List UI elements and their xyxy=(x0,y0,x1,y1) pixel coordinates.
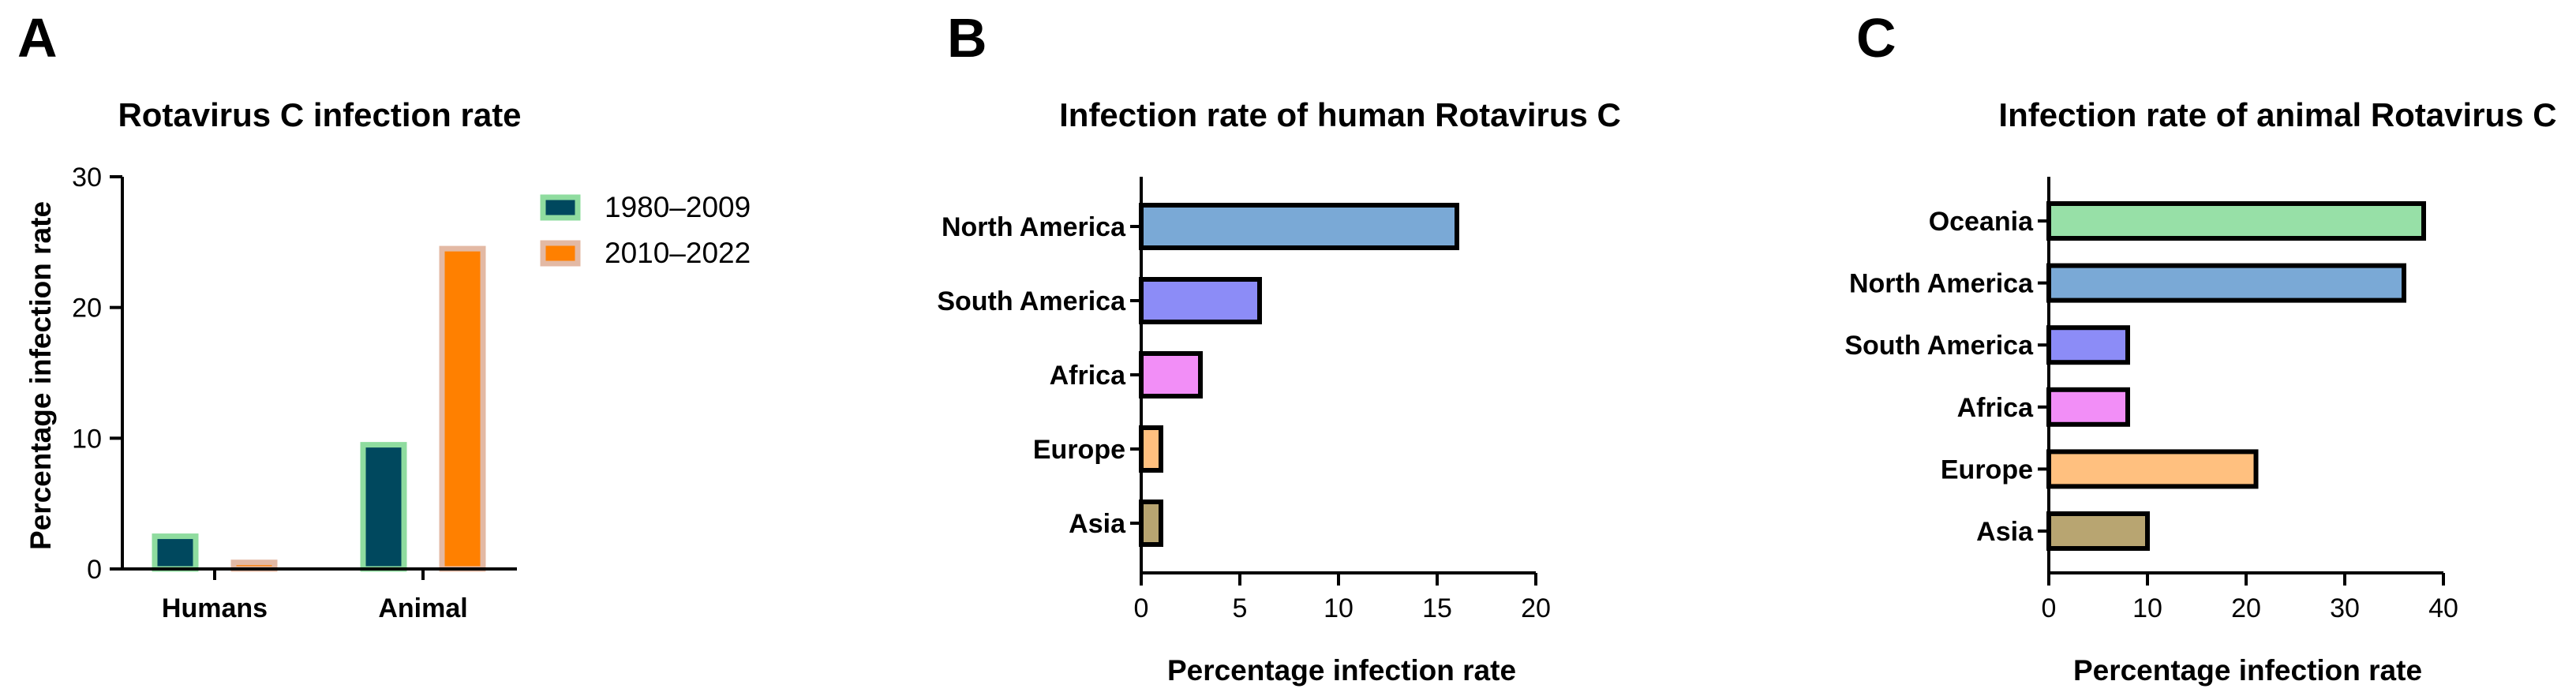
chart-b-bar-europe xyxy=(1139,425,1163,473)
chart-b-xtick-label: 10 xyxy=(1324,593,1354,623)
panel-letter-b: B xyxy=(947,7,987,69)
chart-c-title: Infection rate of animal Rotavirus C xyxy=(1998,96,2556,133)
chart-b-category-label: Europe xyxy=(1033,435,1125,465)
chart-c-category-labels: Oceania North America South America Africa E… xyxy=(1844,207,2049,547)
chart-c-xtick-label: 30 xyxy=(2330,593,2360,623)
legend-swatch-1980-2009 xyxy=(540,194,581,221)
chart-c-xtick-label: 0 xyxy=(2042,593,2057,623)
chart-a-title: Rotavirus C infection rate xyxy=(118,96,521,133)
panel-b: B Infection rate of human Rotavirus C No… xyxy=(937,7,1621,687)
legend-label-1980-2009: 1980–2009 xyxy=(605,191,751,223)
chart-b-category-label: South America xyxy=(937,286,1126,316)
chart-b-xtick-label: 20 xyxy=(1521,593,1551,623)
chart-c-xtick-label: 20 xyxy=(2231,593,2261,623)
chart-a-category-label: Animal xyxy=(378,593,467,623)
chart-b-bar-north-america xyxy=(1139,203,1459,250)
chart-a-ylabel: Percentage infection rate xyxy=(24,201,57,550)
chart-c-category-label: Africa xyxy=(1957,393,2034,423)
chart-c-category-label: Oceania xyxy=(1929,207,2034,237)
bar-humans-1980-2009 xyxy=(152,533,199,572)
chart-b-xlabel: Percentage infection rate xyxy=(1167,654,1516,687)
chart-b-bar-south-america xyxy=(1139,277,1262,324)
chart-c-bars xyxy=(2046,201,2426,551)
bar-animal-2010-2022 xyxy=(439,245,486,572)
panel-letter-c: C xyxy=(1856,7,1896,69)
panel-letter-a: A xyxy=(17,7,58,69)
chart-a-ytick-label: 0 xyxy=(87,555,102,585)
chart-a-legend: 1980–2009 2010–2022 xyxy=(540,191,751,269)
chart-a-ytick-label: 10 xyxy=(72,424,102,454)
chart-b-xtick-label: 5 xyxy=(1233,593,1248,623)
chart-b-xticks: 0 5 10 15 20 xyxy=(1134,573,1551,623)
chart-b-category-label: Asia xyxy=(1069,509,1126,539)
chart-c-category-label: North America xyxy=(1849,269,2034,299)
chart-c-category-label: South America xyxy=(1844,331,2034,361)
chart-b-category-label: North America xyxy=(942,212,1126,242)
chart-a-category-labels: Humans Animal xyxy=(162,569,468,623)
chart-b-xtick-label: 0 xyxy=(1134,593,1149,623)
chart-c-bar-oceania xyxy=(2046,201,2426,241)
chart-a-yticks: 0 10 20 30 xyxy=(72,163,122,585)
chart-a-ytick-label: 20 xyxy=(72,294,102,324)
chart-b-category-labels: North America South America Africa Europe As… xyxy=(937,212,1141,539)
chart-b-bar-asia xyxy=(1139,500,1163,547)
chart-c-xtick-label: 10 xyxy=(2132,593,2162,623)
chart-c-category-label: Europe xyxy=(1941,455,2033,485)
chart-b-bar-africa xyxy=(1139,351,1203,399)
bar-animal-1980-2009 xyxy=(360,442,407,572)
chart-b-category-label: Africa xyxy=(1050,361,1126,391)
chart-c-bar-asia xyxy=(2046,511,2150,551)
panel-c: C Infection rate of animal Rotavirus C O… xyxy=(1844,7,2556,687)
chart-c-bar-europe xyxy=(2046,449,2259,489)
panel-a: A Rotavirus C infection rate Percentage … xyxy=(17,7,751,623)
chart-b-title: Infection rate of human Rotavirus C xyxy=(1059,96,1621,133)
chart-a-category-label: Humans xyxy=(162,593,268,623)
chart-b-bars xyxy=(1139,203,1459,547)
chart-c-xlabel: Percentage infection rate xyxy=(2073,654,2422,687)
chart-c-xtick-label: 40 xyxy=(2428,593,2458,623)
legend-swatch-2010-2022 xyxy=(540,240,581,267)
chart-a-bars xyxy=(152,245,486,572)
chart-c-bar-africa xyxy=(2046,387,2130,427)
chart-c-category-label: Asia xyxy=(1976,517,2034,547)
chart-c-xticks: 0 10 20 30 40 xyxy=(2042,573,2458,623)
chart-c-bar-south-america xyxy=(2046,325,2130,365)
chart-b-xtick-label: 15 xyxy=(1422,593,1452,623)
chart-c-bar-north-america xyxy=(2046,263,2406,303)
chart-a-ytick-label: 30 xyxy=(72,163,102,193)
legend-label-2010-2022: 2010–2022 xyxy=(605,237,751,269)
